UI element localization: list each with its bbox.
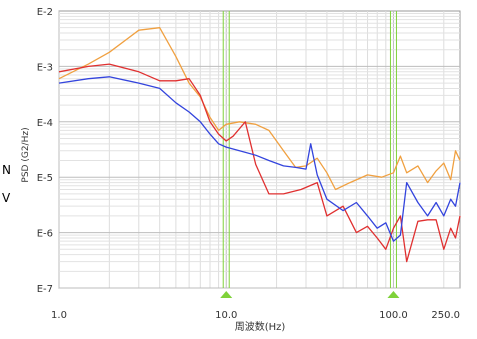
side-glyphs: N V — [2, 163, 11, 205]
y-tick-label: E-2 — [37, 7, 53, 18]
series-lines — [58, 27, 461, 263]
y-axis-ticks: E-2 E-3 E-4 E-5 E-6 E-7 — [37, 7, 53, 295]
side-glyph-n: N — [2, 163, 11, 177]
y-tick-label: E-6 — [37, 229, 53, 240]
y-tick-label: E-5 — [37, 173, 53, 184]
y-tick-label: E-4 — [37, 118, 53, 129]
x-tick-label: 10.0 — [215, 310, 237, 321]
grid — [58, 11, 460, 289]
x-axis-label: 周波数(Hz) — [235, 320, 286, 333]
side-glyph-v: V — [2, 191, 11, 205]
series-line-2 — [58, 63, 461, 263]
frequency-markers — [220, 11, 400, 298]
marker-arrow-icon — [220, 291, 233, 298]
x-tick-label: 100.0 — [379, 310, 408, 321]
x-tick-label: 1.0 — [51, 310, 67, 321]
plot-area — [58, 10, 461, 289]
y-tick-label: E-7 — [37, 284, 53, 295]
x-tick-label: 250.0 — [431, 310, 460, 321]
y-axis-label: PSD (G2/Hz) — [21, 127, 31, 182]
marker-arrow-icon — [387, 291, 400, 298]
x-axis-ticks: 1.0 10.0 100.0 250.0 — [51, 310, 460, 321]
series-line-3 — [58, 76, 461, 242]
y-tick-label: E-3 — [37, 62, 53, 73]
